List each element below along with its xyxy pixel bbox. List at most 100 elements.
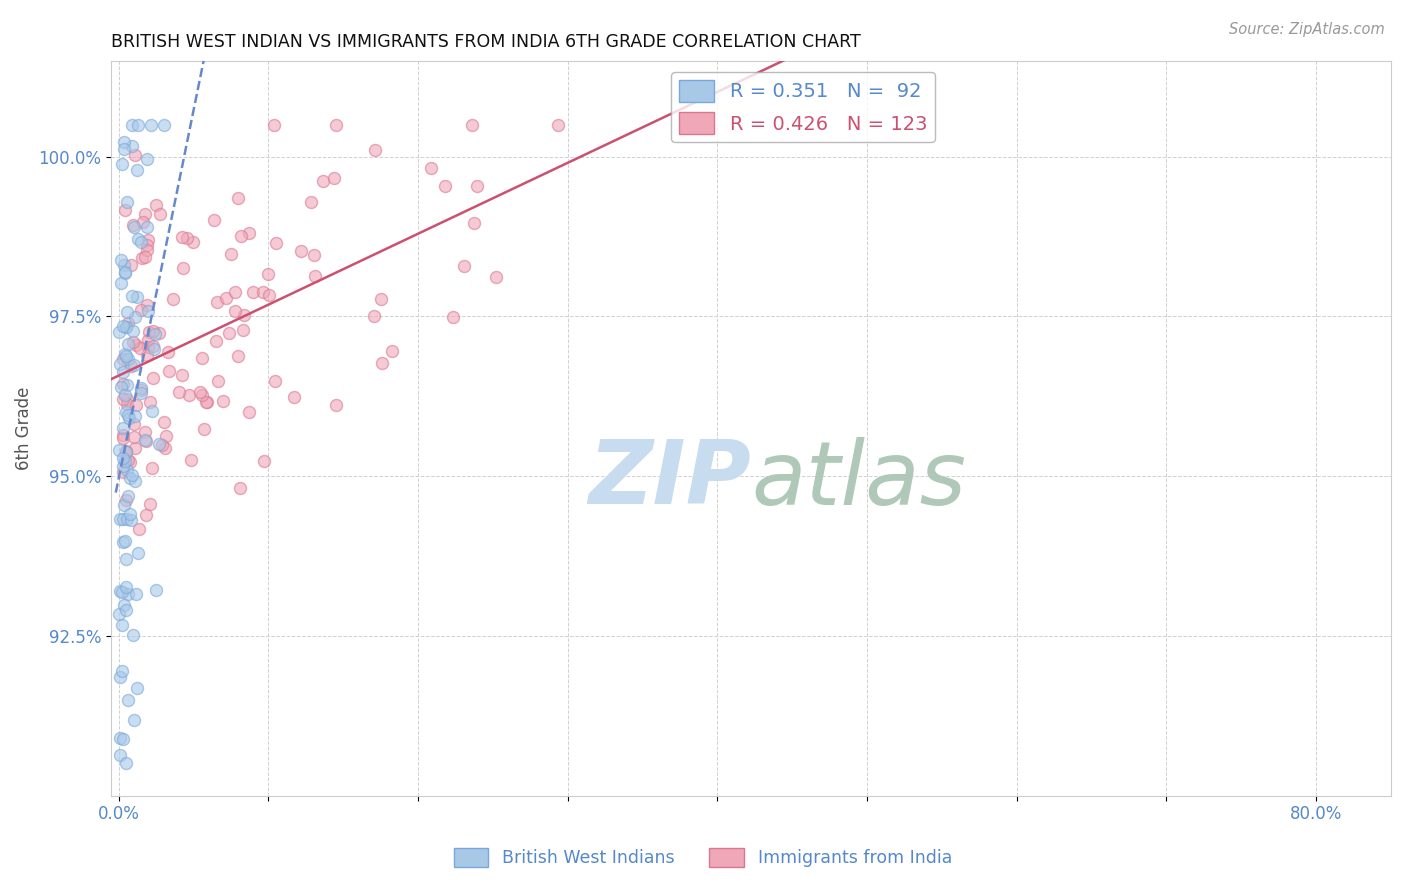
Point (219, 246, 242, 260)
Point (142, 339, 165, 353)
Point (142, 324, 165, 338)
Point (108, 607, 131, 621)
Point (111, 585, 134, 599)
Point (242, 285, 264, 299)
Point (304, 268, 326, 283)
Point (112, 599, 135, 613)
Point (124, 417, 146, 431)
Point (112, 731, 135, 746)
Point (229, 481, 252, 495)
Point (380, 343, 402, 358)
Point (194, 394, 217, 409)
Point (134, 425, 156, 440)
Point (112, 318, 135, 333)
Point (485, 269, 508, 284)
Point (108, 512, 131, 526)
Point (112, 135, 135, 149)
Point (115, 603, 138, 617)
Point (145, 583, 167, 598)
Point (108, 325, 131, 339)
Point (121, 467, 143, 482)
Point (127, 546, 149, 560)
Point (115, 392, 138, 407)
Point (162, 293, 184, 307)
Point (134, 250, 156, 264)
Point (110, 748, 132, 763)
Point (117, 316, 139, 330)
Point (136, 220, 159, 235)
Point (172, 260, 194, 275)
Point (114, 388, 136, 402)
Point (112, 420, 135, 434)
Point (124, 441, 146, 455)
Point (266, 236, 288, 251)
Point (143, 326, 166, 341)
Point (131, 251, 153, 265)
Text: ZIP: ZIP (588, 436, 751, 524)
Point (302, 247, 325, 261)
Point (110, 252, 132, 267)
Point (120, 258, 142, 272)
Point (117, 352, 139, 367)
Legend: British West Indians, Immigrants from India: British West Indians, Immigrants from In… (447, 841, 959, 874)
Point (122, 430, 145, 444)
Point (238, 405, 260, 419)
Point (124, 474, 146, 488)
Point (202, 212, 225, 227)
Text: Source: ZipAtlas.com: Source: ZipAtlas.com (1229, 22, 1385, 37)
Point (117, 336, 139, 351)
Point (115, 377, 138, 392)
Point (323, 170, 346, 185)
Point (215, 291, 238, 305)
Point (142, 343, 165, 357)
Point (212, 393, 235, 408)
Point (121, 138, 143, 153)
Point (463, 216, 485, 230)
Point (190, 388, 212, 402)
Point (434, 178, 457, 193)
Text: BRITISH WEST INDIAN VS IMMIGRANTS FROM INDIA 6TH GRADE CORRELATION CHART: BRITISH WEST INDIAN VS IMMIGRANTS FROM I… (111, 33, 860, 51)
Point (121, 118, 143, 132)
Point (136, 298, 159, 312)
Point (325, 118, 347, 132)
Point (170, 230, 193, 244)
Point (115, 397, 138, 411)
Point (125, 398, 148, 412)
Point (156, 344, 179, 359)
Point (111, 512, 134, 526)
Point (110, 157, 132, 171)
Point (114, 346, 136, 360)
Point (148, 326, 170, 340)
Point (111, 534, 134, 549)
Point (134, 433, 156, 447)
Point (195, 395, 218, 409)
Point (138, 326, 160, 340)
Point (117, 453, 139, 467)
Point (170, 368, 193, 382)
Point (125, 290, 148, 304)
Point (191, 351, 214, 365)
Point (131, 381, 153, 395)
Point (129, 303, 152, 318)
Point (190, 384, 212, 399)
Point (441, 310, 464, 325)
Point (115, 756, 138, 770)
Point (125, 338, 148, 352)
Point (136, 348, 159, 362)
Point (136, 238, 159, 252)
Point (131, 384, 153, 398)
Point (232, 308, 254, 322)
Point (110, 380, 132, 394)
Point (112, 365, 135, 379)
Y-axis label: 6th Grade: 6th Grade (15, 386, 32, 470)
Point (141, 461, 163, 475)
Point (110, 731, 132, 746)
Point (465, 179, 488, 194)
Point (115, 551, 138, 566)
Point (370, 356, 392, 370)
Point (111, 458, 134, 473)
Point (108, 443, 131, 458)
Point (207, 374, 229, 388)
Point (135, 508, 157, 522)
Point (118, 507, 141, 521)
